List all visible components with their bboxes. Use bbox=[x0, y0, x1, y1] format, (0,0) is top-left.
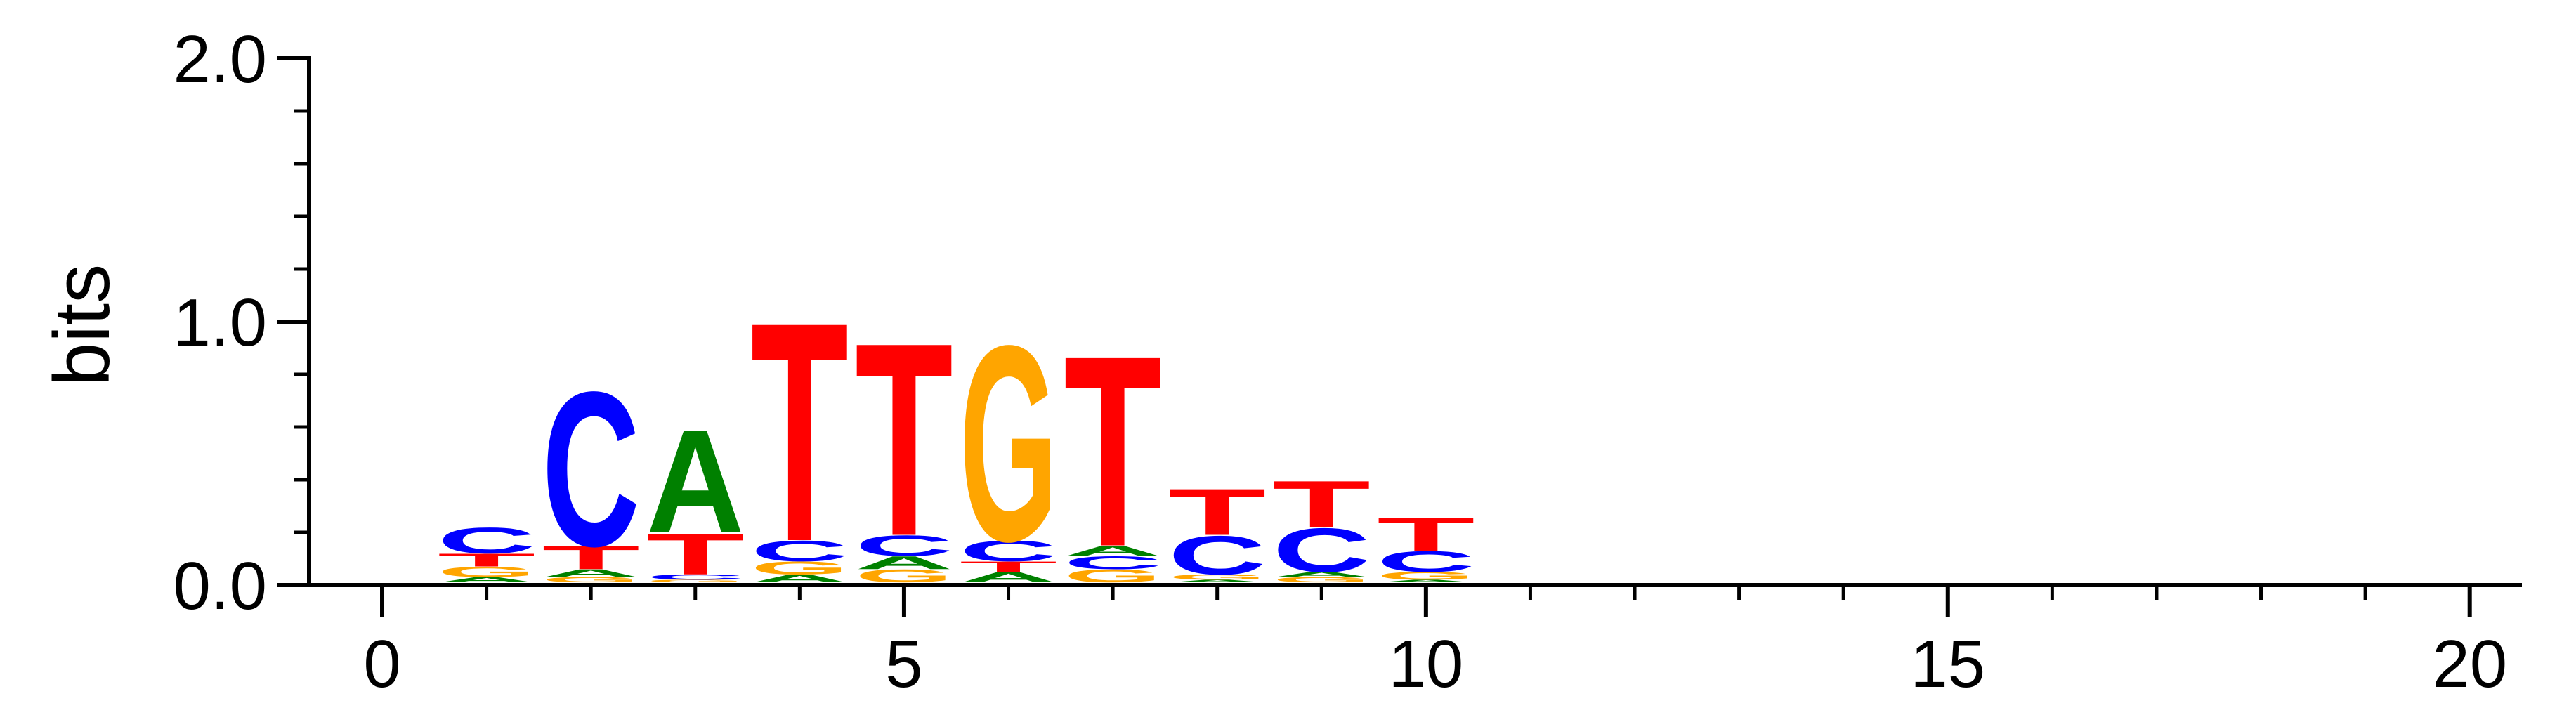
logo-letter-T: T bbox=[855, 286, 953, 594]
logo-letter-T: T bbox=[542, 539, 640, 577]
logo-letter-A: A bbox=[542, 567, 640, 579]
y-tick-label: 0.0 bbox=[174, 549, 267, 624]
logo-letter-T: T bbox=[646, 521, 745, 586]
logo-letter-T: T bbox=[1272, 468, 1371, 542]
x-tick-label: 10 bbox=[1388, 626, 1463, 702]
logo-letter-C: C bbox=[646, 573, 745, 582]
logo-letter-T: T bbox=[1377, 507, 1475, 560]
y-axis: 0.0 1.0 2.0 bbox=[174, 22, 311, 624]
logo-letter-C: C bbox=[1064, 553, 1162, 573]
y-tick-label: 1.0 bbox=[174, 285, 267, 360]
logo-letter-G: G bbox=[855, 566, 953, 586]
x-tick-label: 20 bbox=[2432, 626, 2507, 702]
logo-letter-G: G bbox=[1168, 573, 1267, 582]
logo-letter-G: G bbox=[646, 579, 745, 583]
logo-letter-A: A bbox=[751, 572, 849, 585]
logo-letter-A: A bbox=[646, 399, 745, 564]
logo-letter-A: A bbox=[438, 576, 536, 584]
x-tick-label: 0 bbox=[363, 626, 400, 702]
logo-letter-A: A bbox=[1377, 579, 1475, 583]
y-tick-label: 2.0 bbox=[174, 22, 267, 97]
x-tick-label: 15 bbox=[1910, 626, 1985, 702]
logo-letter-A: A bbox=[1064, 543, 1162, 559]
logo-letter-G: G bbox=[438, 564, 536, 580]
logo-letter-G: G bbox=[1272, 576, 1371, 584]
logo-letter-A: A bbox=[960, 569, 1058, 585]
logo-letter-A: A bbox=[855, 553, 953, 573]
x-tick-label: 5 bbox=[885, 626, 922, 702]
logo-letter-C: C bbox=[1377, 545, 1475, 578]
logo-letter-C: C bbox=[960, 534, 1058, 567]
logo-letter-G: G bbox=[542, 576, 640, 584]
logo-letter-C: C bbox=[542, 346, 640, 592]
logo-letter-G: G bbox=[1377, 570, 1475, 582]
logo-letter-C: C bbox=[438, 520, 536, 561]
logo-letter-C: C bbox=[1272, 516, 1371, 585]
x-axis: 0 5 10 15 20 bbox=[307, 583, 2522, 702]
logo-letter-G: G bbox=[1064, 566, 1162, 586]
logo-letter-A: A bbox=[1168, 579, 1267, 583]
logo-letter-T: T bbox=[438, 550, 536, 570]
logo-letter-T: T bbox=[1064, 300, 1162, 603]
logo-letter-C: C bbox=[855, 529, 953, 562]
y-axis-label: bits bbox=[38, 264, 126, 386]
logo-letter-T: T bbox=[960, 558, 1058, 575]
logo-letter-T: T bbox=[751, 257, 849, 606]
logo-letter-G: G bbox=[751, 558, 849, 578]
logo-letter-G: G bbox=[960, 287, 1058, 600]
logo-letter-C: C bbox=[1168, 525, 1267, 586]
logo-letter-A: A bbox=[1272, 570, 1371, 579]
logo-letter-T: T bbox=[1168, 475, 1267, 549]
logo-letter-C: C bbox=[751, 534, 849, 567]
